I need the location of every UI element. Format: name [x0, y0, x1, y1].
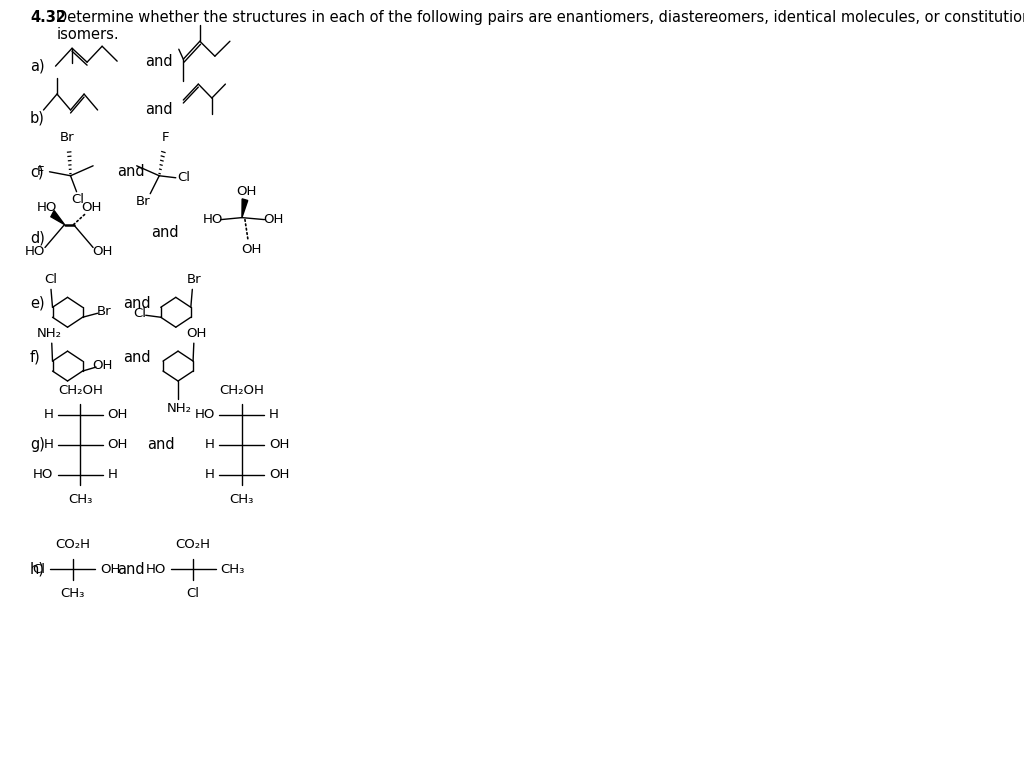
Text: OH: OH [263, 213, 284, 226]
Text: OH: OH [186, 327, 206, 339]
Text: 4.32: 4.32 [30, 10, 66, 26]
Text: Br: Br [96, 305, 111, 318]
Text: CH₂OH: CH₂OH [58, 384, 102, 397]
Text: and: and [123, 296, 151, 311]
Text: Cl: Cl [186, 587, 200, 601]
Text: CH₃: CH₃ [229, 493, 254, 505]
Text: H: H [269, 408, 279, 422]
Text: g): g) [30, 437, 45, 453]
Text: H: H [205, 468, 215, 481]
Text: and: and [152, 225, 179, 240]
Text: NH₂: NH₂ [167, 402, 193, 415]
Text: and: and [117, 164, 144, 179]
Text: OH: OH [92, 359, 113, 371]
Text: CH₃: CH₃ [220, 563, 245, 576]
Text: and: and [145, 102, 173, 118]
Text: HO: HO [195, 408, 215, 422]
Text: CH₂OH: CH₂OH [219, 384, 264, 397]
Text: OH: OH [81, 202, 101, 214]
Text: a): a) [30, 59, 45, 74]
Text: h): h) [30, 562, 45, 577]
Text: HO: HO [25, 245, 45, 258]
Text: f): f) [30, 350, 41, 364]
Text: CO₂H: CO₂H [55, 539, 90, 552]
Text: Cl: Cl [33, 563, 46, 576]
Text: d): d) [30, 230, 45, 245]
Text: OH: OH [269, 439, 290, 451]
Text: H: H [108, 468, 118, 481]
Text: Cl: Cl [72, 193, 85, 206]
Text: HO: HO [36, 202, 56, 214]
Text: OH: OH [269, 468, 290, 481]
Text: and: and [146, 437, 174, 453]
Text: Cl: Cl [177, 171, 189, 184]
Text: OH: OH [108, 439, 128, 451]
Text: CH₃: CH₃ [60, 587, 85, 601]
Text: NH₂: NH₂ [37, 327, 62, 339]
Text: and: and [117, 562, 144, 577]
Text: HO: HO [203, 213, 223, 226]
Text: OH: OH [237, 185, 257, 198]
Text: OH: OH [93, 245, 113, 258]
Text: HO: HO [33, 468, 53, 481]
Text: OH: OH [108, 408, 128, 422]
Text: F: F [37, 165, 44, 178]
Text: Br: Br [60, 132, 75, 144]
Text: OH: OH [100, 563, 120, 576]
Text: CH₃: CH₃ [69, 493, 92, 505]
Text: H: H [205, 439, 215, 451]
Text: Cl: Cl [133, 307, 146, 320]
Text: F: F [162, 132, 169, 144]
Text: HO: HO [145, 563, 166, 576]
Text: Br: Br [135, 195, 151, 208]
Text: isomers.: isomers. [56, 27, 119, 43]
Text: Br: Br [186, 273, 201, 286]
Polygon shape [51, 211, 65, 225]
Text: b): b) [30, 111, 45, 126]
Polygon shape [242, 199, 248, 218]
Text: c): c) [30, 164, 44, 179]
Text: H: H [43, 408, 53, 422]
Text: and: and [123, 350, 151, 364]
Text: e): e) [30, 296, 45, 311]
Text: Determine whether the structures in each of the following pairs are enantiomers,: Determine whether the structures in each… [56, 10, 1024, 26]
Text: Cl: Cl [44, 273, 57, 286]
Text: CO₂H: CO₂H [175, 539, 211, 552]
Text: H: H [43, 439, 53, 451]
Text: and: and [145, 53, 173, 69]
Text: OH: OH [241, 243, 261, 256]
